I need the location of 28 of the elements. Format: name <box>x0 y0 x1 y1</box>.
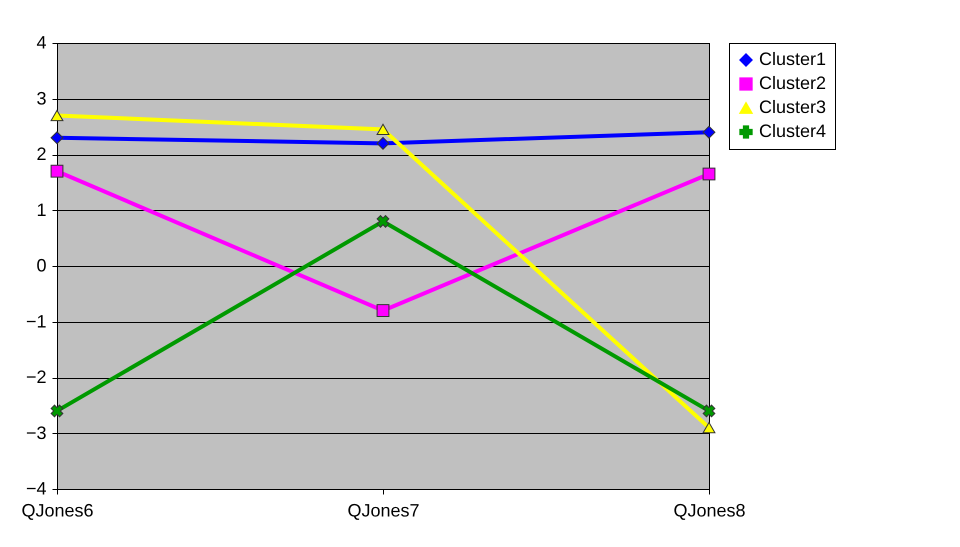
point <box>702 126 716 139</box>
point <box>702 168 716 180</box>
x-tick-label: QJones6 <box>21 500 94 520</box>
point <box>50 110 64 122</box>
point <box>376 215 390 228</box>
point <box>50 404 64 418</box>
point <box>702 404 716 418</box>
x-tick-label: QJones8 <box>673 500 746 520</box>
y-tick-label: 4 <box>36 32 46 52</box>
y-tick-label: −3 <box>26 422 46 443</box>
y-tick-label: 2 <box>36 144 46 164</box>
point <box>702 422 716 434</box>
y-tick-label: −4 <box>26 478 46 498</box>
point <box>50 131 64 144</box>
y-tick-label: 1 <box>36 200 46 220</box>
y-tick-label: 3 <box>36 88 46 108</box>
point <box>376 124 390 136</box>
x-tick-label: QJones7 <box>347 500 420 520</box>
legend-label: Cluster4 <box>759 121 826 141</box>
y-tick-label: 0 <box>36 256 46 276</box>
point <box>376 304 390 318</box>
y-tick-label: −1 <box>26 311 46 332</box>
legend-label: Cluster1 <box>759 49 826 69</box>
point <box>50 164 64 178</box>
point <box>376 136 390 150</box>
legend-label: Cluster3 <box>759 97 826 117</box>
legend-label: Cluster2 <box>759 73 826 93</box>
y-tick-label: −2 <box>26 367 46 387</box>
